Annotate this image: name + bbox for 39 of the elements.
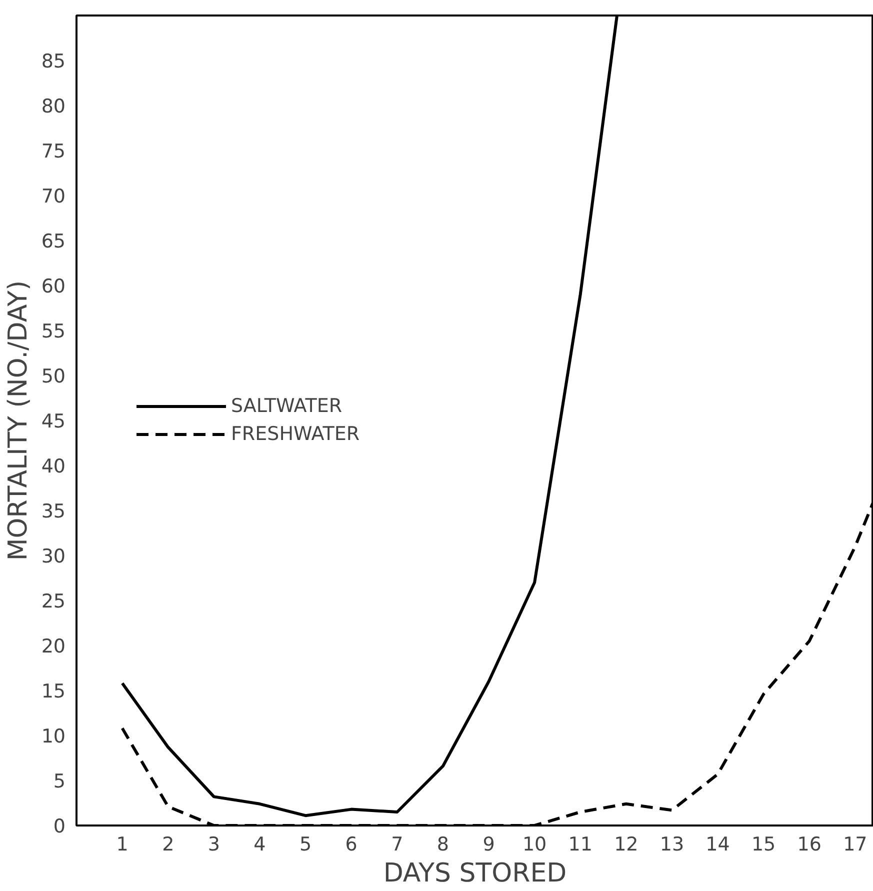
x-tick-label: 10 [522, 834, 547, 856]
y-tick-label: 80 [41, 96, 66, 118]
x-tick-label: 4 [254, 834, 266, 856]
x-tick-label: 7 [391, 834, 404, 856]
y-tick-label: 35 [41, 500, 66, 522]
y-tick-label: 75 [41, 140, 66, 162]
x-tick-label: 3 [208, 834, 220, 856]
x-tick-label: 5 [299, 834, 312, 856]
x-tick-label: 16 [797, 834, 822, 856]
x-tick-label: 1 [116, 834, 128, 856]
y-tick-label: 65 [41, 230, 66, 252]
legend-label: FRESHWATER [231, 423, 360, 445]
y-tick-label: 20 [41, 636, 66, 658]
y-tick-label: 55 [41, 320, 66, 342]
x-tick-label: 17 [843, 834, 868, 856]
y-axis-title: MORTALITY (NO./DAY) [3, 280, 34, 561]
x-tick-label: 9 [482, 834, 495, 856]
y-tick-label: 45 [41, 410, 66, 432]
y-tick-label: 15 [41, 680, 66, 702]
y-tick-label: 70 [41, 186, 66, 208]
x-tick-label: 8 [436, 834, 449, 856]
x-tick-label: 15 [751, 834, 776, 856]
y-tick-label: 30 [41, 546, 66, 568]
x-tick-label: 2 [162, 834, 174, 856]
x-tick-label: 12 [614, 834, 638, 856]
y-tick-label: 50 [41, 366, 66, 388]
x-tick-label: 6 [345, 834, 358, 856]
y-tick-label: 40 [41, 456, 66, 478]
legend-label: SALTWATER [231, 395, 342, 417]
x-tick-label: 14 [706, 834, 730, 856]
y-tick-label: 10 [41, 726, 66, 748]
y-tick-label: 5 [53, 770, 66, 792]
y-tick-label: 85 [41, 50, 66, 72]
x-tick-label: 11 [568, 834, 592, 856]
x-axis-title: DAYS STORED [383, 858, 567, 888]
y-tick-label: 0 [53, 816, 66, 838]
y-tick-label: 60 [41, 276, 66, 298]
x-tick-label: 13 [660, 834, 684, 856]
y-tick-label: 25 [41, 590, 66, 612]
